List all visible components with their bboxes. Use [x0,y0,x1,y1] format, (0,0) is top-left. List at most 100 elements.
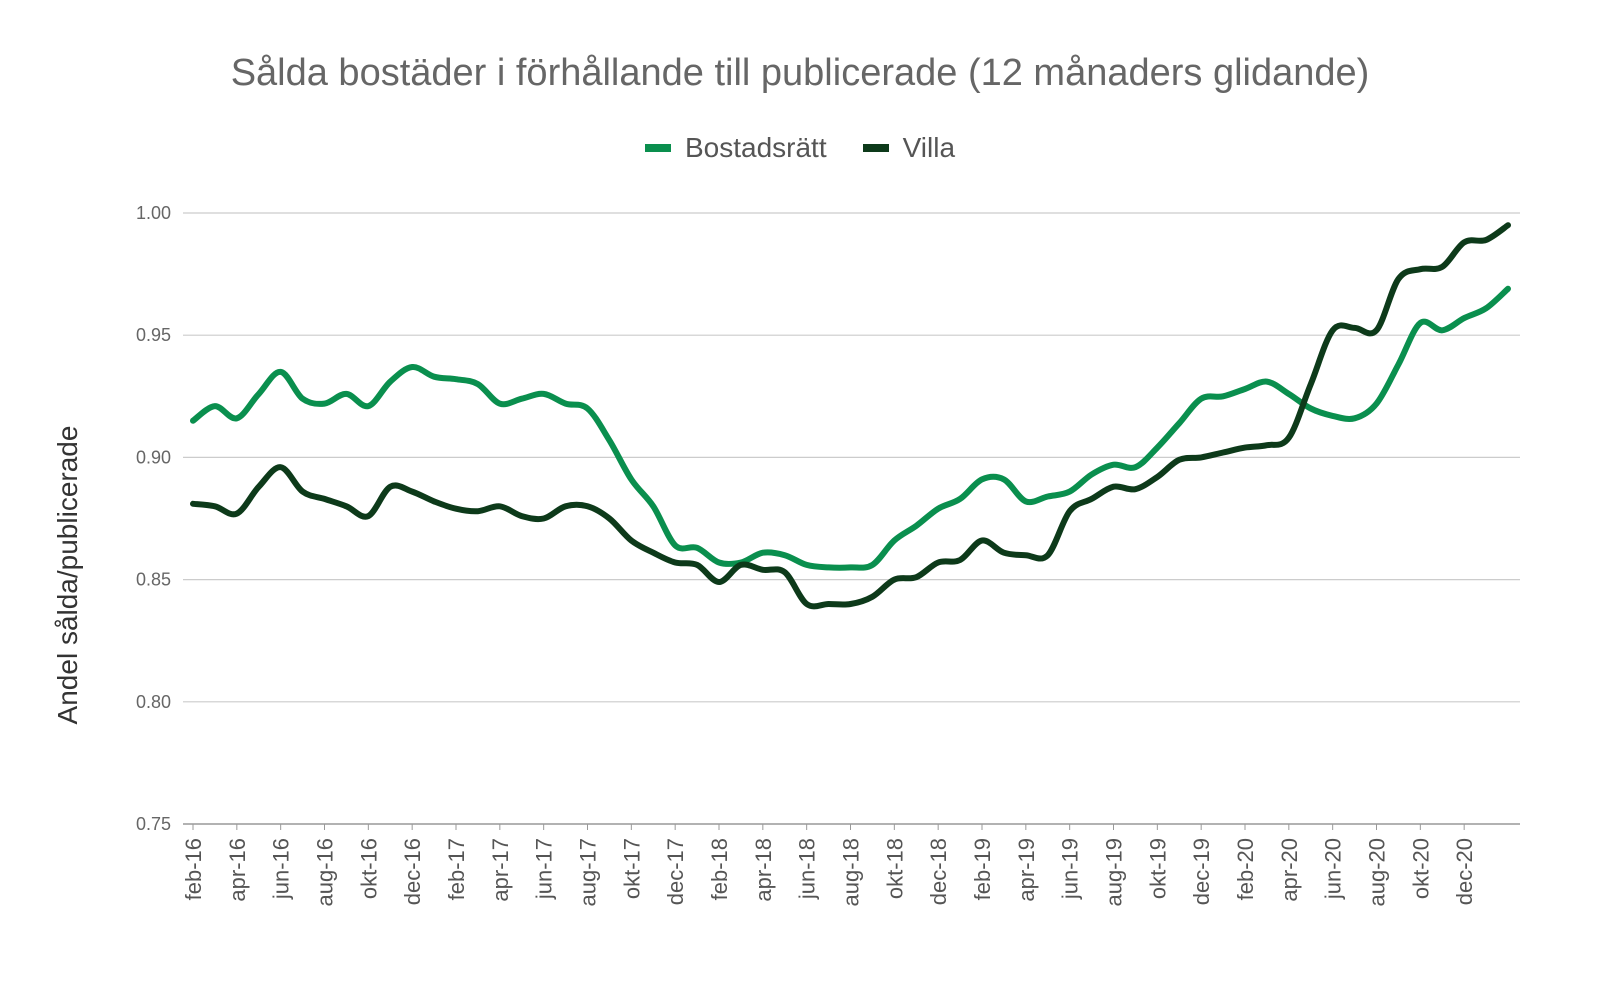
data-point-villa[interactable] [848,601,854,607]
data-point-villa[interactable] [190,501,196,507]
data-point-bostadsratt[interactable] [475,381,481,387]
data-point-bostadsratt[interactable] [891,537,897,543]
data-point-bostadsratt[interactable] [1439,327,1445,333]
data-point-bostadsratt[interactable] [431,374,437,380]
data-point-bostadsratt[interactable] [848,564,854,570]
data-point-villa[interactable] [628,537,634,543]
data-point-bostadsratt[interactable] [913,523,919,529]
data-point-villa[interactable] [343,503,349,509]
legend-item-bostadsratt[interactable]: Bostadsrätt [644,132,827,164]
data-point-villa[interactable] [1505,222,1511,228]
data-point-bostadsratt[interactable] [1242,386,1248,392]
data-point-villa[interactable] [212,503,218,509]
data-point-bostadsratt[interactable] [1308,406,1314,412]
data-point-bostadsratt[interactable] [1089,472,1095,478]
data-point-villa[interactable] [826,601,832,607]
data-point-bostadsratt[interactable] [1264,379,1270,385]
data-point-bostadsratt[interactable] [1395,362,1401,368]
data-point-villa[interactable] [694,562,700,568]
data-point-bostadsratt[interactable] [365,403,371,409]
data-point-villa[interactable] [1417,266,1423,272]
data-point-bostadsratt[interactable] [1220,393,1226,399]
series-line-bostadsratt[interactable] [190,285,1511,571]
data-point-bostadsratt[interactable] [212,403,218,409]
data-point-bostadsratt[interactable] [1111,462,1117,468]
data-point-villa[interactable] [1198,454,1204,460]
data-point-bostadsratt[interactable] [782,552,788,558]
data-point-bostadsratt[interactable] [1198,396,1204,402]
data-point-villa[interactable] [738,562,744,568]
data-point-villa[interactable] [234,511,240,517]
data-point-villa[interactable] [1308,381,1314,387]
data-point-bostadsratt[interactable] [1286,391,1292,397]
data-point-bostadsratt[interactable] [1483,305,1489,311]
data-point-villa[interactable] [1023,552,1029,558]
data-point-villa[interactable] [804,601,810,607]
data-point-villa[interactable] [541,516,547,522]
data-point-villa[interactable] [760,567,766,573]
data-point-villa[interactable] [935,559,941,565]
data-point-villa[interactable] [1330,327,1336,333]
data-point-villa[interactable] [1001,550,1007,556]
data-point-villa[interactable] [585,503,591,509]
data-point-villa[interactable] [322,496,328,502]
data-point-villa[interactable] [475,508,481,514]
data-point-villa[interactable] [1220,450,1226,456]
series-line-villa[interactable] [190,222,1511,610]
data-point-bostadsratt[interactable] [1001,476,1007,482]
data-point-villa[interactable] [1242,445,1248,451]
data-point-bostadsratt[interactable] [541,391,547,397]
data-point-bostadsratt[interactable] [585,406,591,412]
data-point-villa[interactable] [387,484,393,490]
data-point-bostadsratt[interactable] [869,562,875,568]
data-point-villa[interactable] [891,577,897,583]
data-point-villa[interactable] [300,489,306,495]
data-point-bostadsratt[interactable] [234,415,240,421]
data-point-bostadsratt[interactable] [278,369,284,375]
data-point-villa[interactable] [431,498,437,504]
data-point-bostadsratt[interactable] [672,542,678,548]
data-point-villa[interactable] [782,569,788,575]
data-point-villa[interactable] [979,537,985,543]
data-point-villa[interactable] [1154,474,1160,480]
data-point-bostadsratt[interactable] [1505,286,1511,292]
data-point-bostadsratt[interactable] [826,564,832,570]
data-point-villa[interactable] [1176,457,1182,463]
data-point-villa[interactable] [957,557,963,563]
data-point-bostadsratt[interactable] [300,396,306,402]
data-point-bostadsratt[interactable] [1374,401,1380,407]
data-point-bostadsratt[interactable] [563,401,569,407]
data-point-bostadsratt[interactable] [1154,445,1160,451]
legend-item-villa[interactable]: Villa [862,132,955,164]
data-point-bostadsratt[interactable] [1461,315,1467,321]
data-point-villa[interactable] [650,550,656,556]
data-point-bostadsratt[interactable] [606,437,612,443]
data-point-bostadsratt[interactable] [1023,498,1029,504]
data-point-villa[interactable] [913,574,919,580]
data-point-villa[interactable] [365,513,371,519]
data-point-villa[interactable] [1461,239,1467,245]
data-point-villa[interactable] [256,484,262,490]
data-point-bostadsratt[interactable] [979,476,985,482]
data-point-bostadsratt[interactable] [760,550,766,556]
data-point-bostadsratt[interactable] [1045,494,1051,500]
data-point-bostadsratt[interactable] [387,379,393,385]
data-point-villa[interactable] [606,516,612,522]
data-point-bostadsratt[interactable] [694,545,700,551]
data-point-villa[interactable] [563,503,569,509]
data-point-villa[interactable] [1132,486,1138,492]
data-point-bostadsratt[interactable] [716,559,722,565]
data-point-bostadsratt[interactable] [256,391,262,397]
data-point-bostadsratt[interactable] [409,364,415,370]
data-point-villa[interactable] [497,503,503,509]
data-point-villa[interactable] [1352,325,1358,331]
data-point-bostadsratt[interactable] [519,396,525,402]
data-point-villa[interactable] [1286,435,1292,441]
data-point-bostadsratt[interactable] [1067,489,1073,495]
data-point-bostadsratt[interactable] [1132,464,1138,470]
data-point-villa[interactable] [1045,552,1051,558]
data-point-villa[interactable] [869,594,875,600]
data-point-bostadsratt[interactable] [190,418,196,424]
data-point-villa[interactable] [672,559,678,565]
data-point-bostadsratt[interactable] [1417,320,1423,326]
